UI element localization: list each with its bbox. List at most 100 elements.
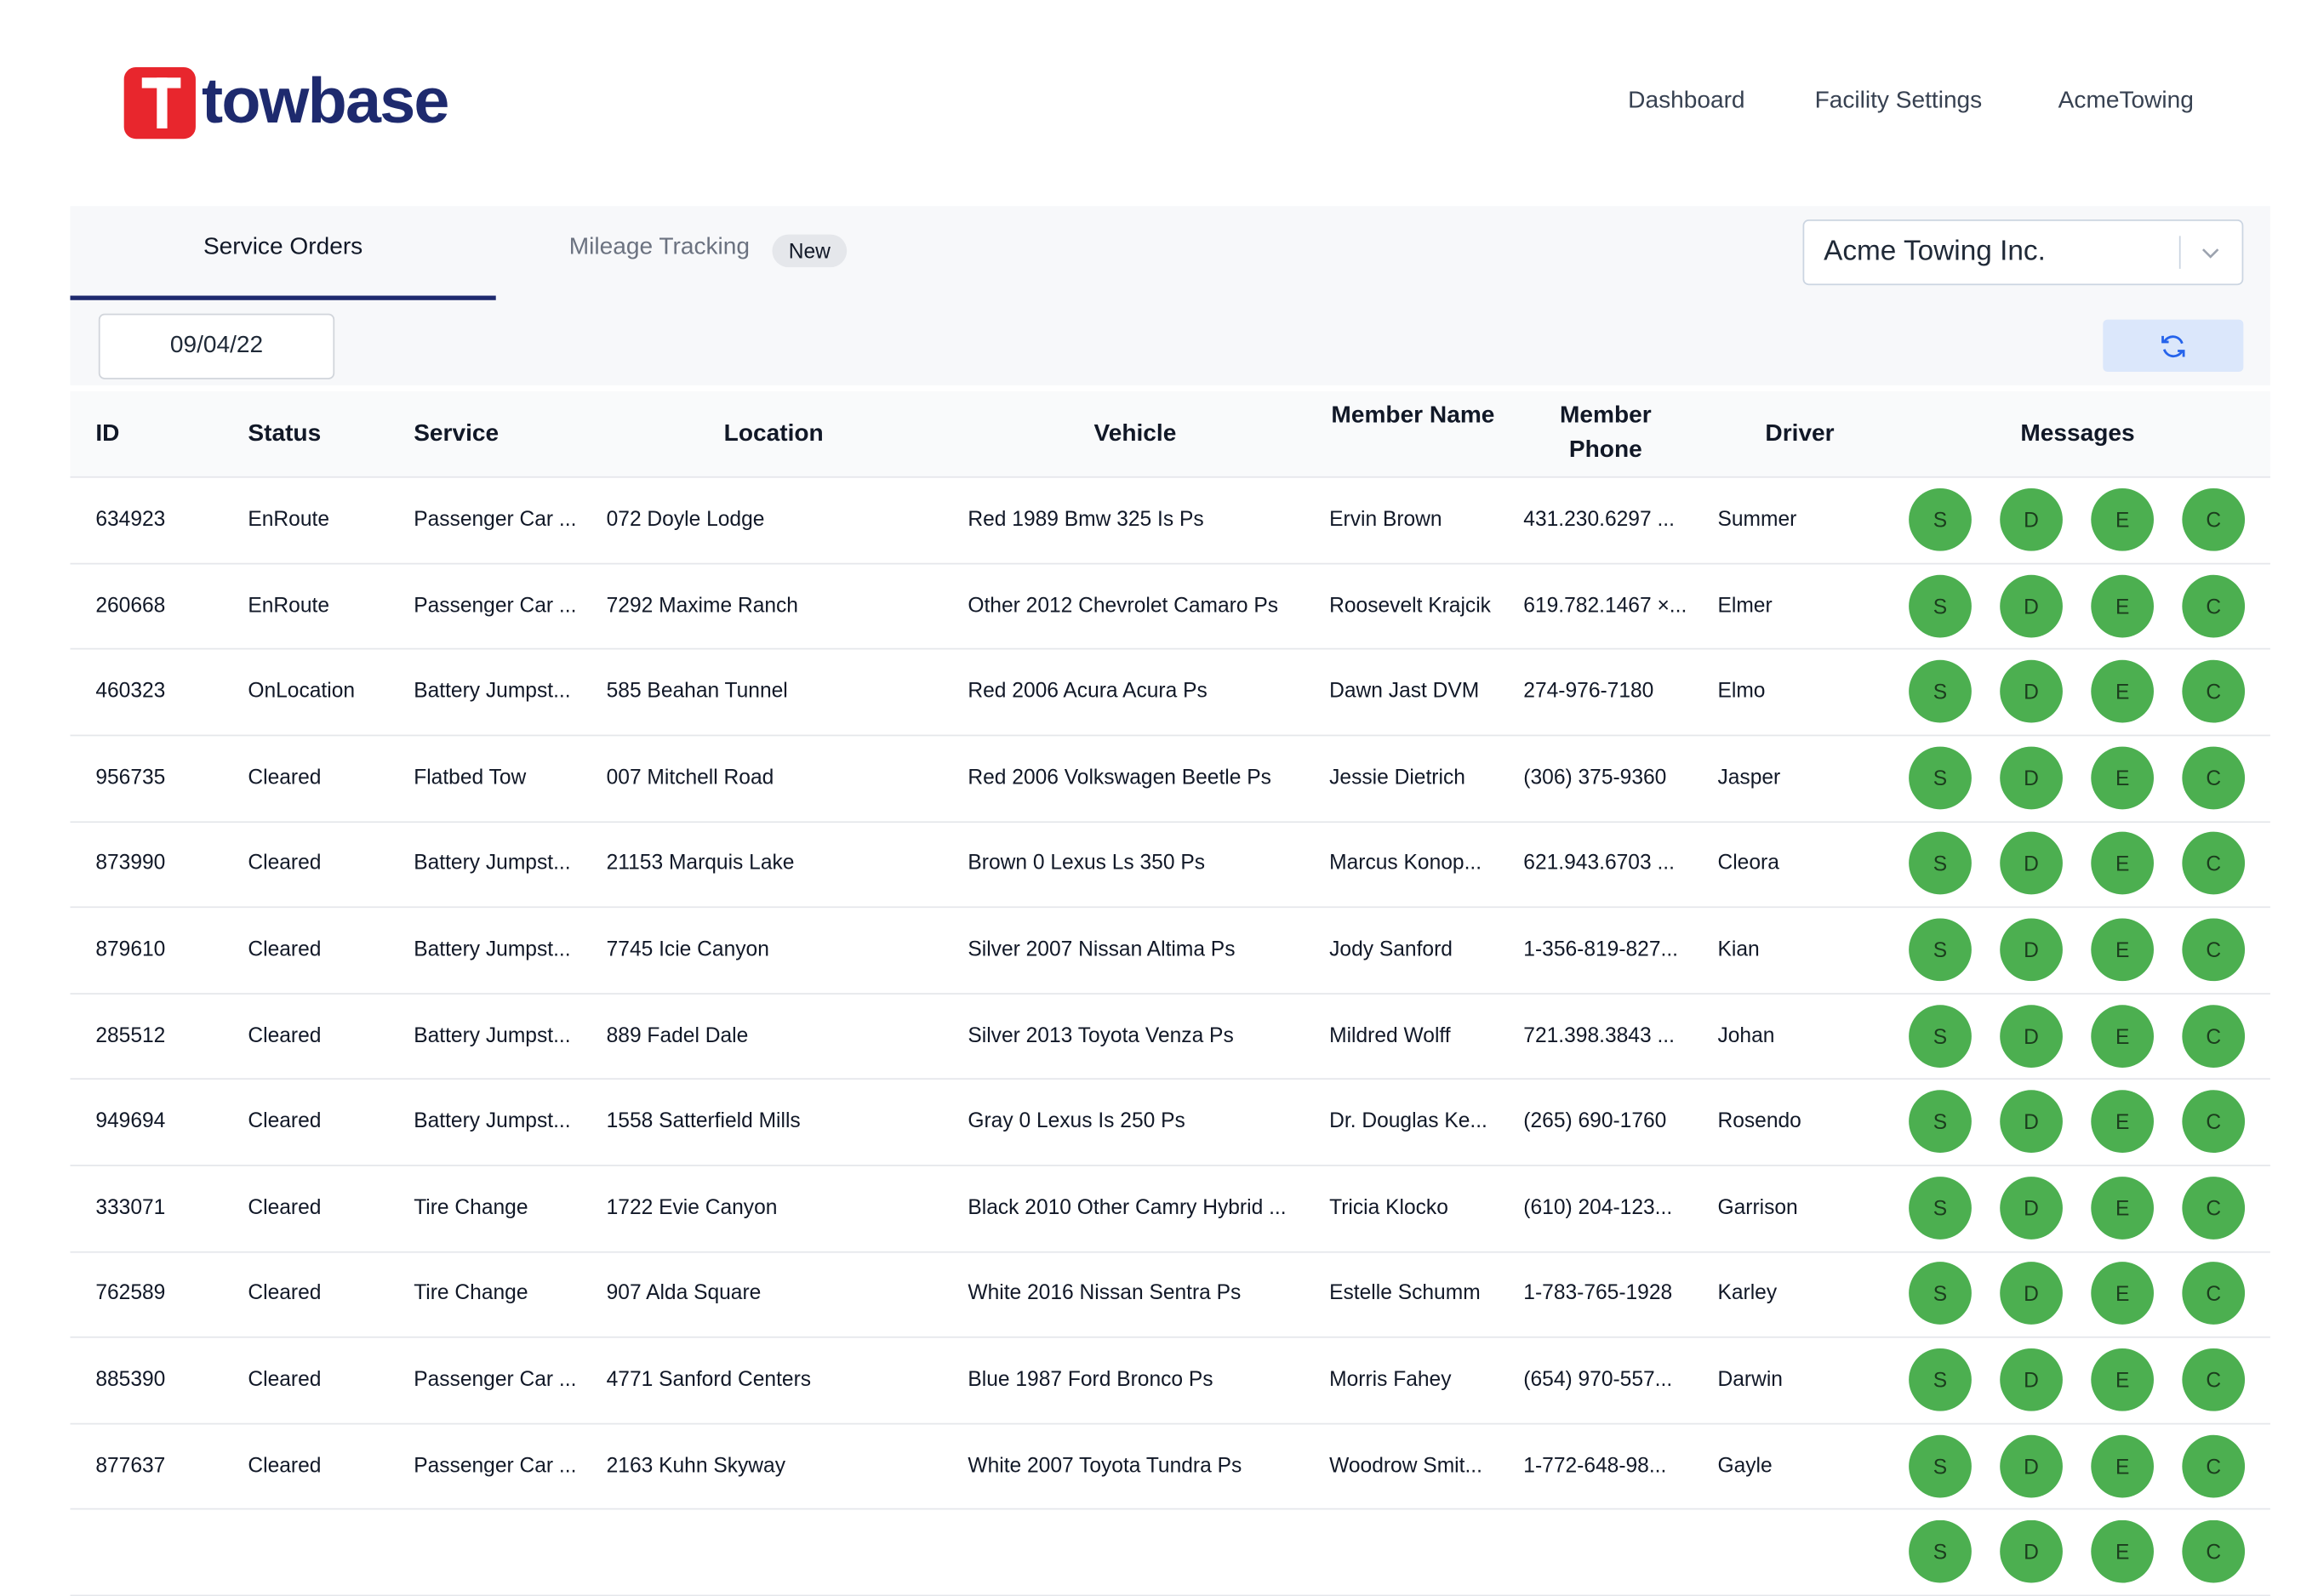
table-cell: Battery Jumpst... [414,1023,570,1046]
message-button[interactable]: C [2182,1434,2245,1497]
message-button[interactable]: E [2091,660,2154,723]
refresh-icon [2158,332,2188,362]
message-button[interactable]: S [1909,832,1972,895]
message-button[interactable]: D [2000,1091,2063,1154]
table-cell: 907 Alda Square [607,1280,762,1304]
table-cell: Jody Sanford [1329,937,1453,960]
message-button[interactable]: E [2091,746,2154,809]
message-button[interactable]: E [2091,1177,2154,1240]
table-cell: Other 2012 Chevrolet Camaro Ps [968,592,1278,616]
message-button[interactable]: D [2000,832,2063,895]
message-button[interactable]: E [2091,1091,2154,1154]
message-button[interactable]: S [1909,1005,1972,1068]
message-button[interactable]: C [2182,1263,2245,1325]
date-picker[interactable]: 09/04/22 [99,314,334,379]
message-button[interactable]: E [2091,1520,2154,1583]
message-button[interactable]: C [2182,574,2245,637]
table-cell: 1-783-765-1928 [1523,1280,1672,1304]
table-cell: Mildred Wolff [1329,1023,1451,1046]
message-button[interactable]: D [2000,1348,2063,1411]
message-button[interactable]: S [1909,918,1972,981]
message-button[interactable]: E [2091,574,2154,637]
message-button[interactable]: C [2182,1005,2245,1068]
message-button[interactable]: D [2000,1263,2063,1325]
message-button[interactable]: D [2000,574,2063,637]
message-button[interactable]: C [2182,746,2245,809]
table-cell: Woodrow Smit... [1329,1452,1482,1476]
app: towbase Dashboard Facility Settings Acme… [0,0,2318,1525]
table-cell: Rosendo [1717,1109,1801,1132]
table-cell: Jessie Dietrich [1329,764,1465,788]
message-button[interactable]: D [2000,488,2063,551]
message-button[interactable]: E [2091,1005,2154,1068]
table-cell: Flatbed Tow [414,764,526,788]
message-button[interactable]: C [2182,1520,2245,1583]
table-cell: Battery Jumpst... [414,678,570,702]
nav-link[interactable]: AcmeTowing [2058,88,2194,116]
row-separator [70,1251,2269,1252]
message-button[interactable]: D [2000,1005,2063,1068]
message-button[interactable]: S [1909,1520,1972,1583]
message-button[interactable]: E [2091,1434,2154,1497]
message-button[interactable]: S [1909,488,1972,551]
refresh-button[interactable] [2103,320,2243,372]
table-cell: Summer [1717,506,1796,530]
row-separator [70,821,2269,823]
table-cell: Cleared [248,1366,321,1390]
message-button[interactable]: C [2182,660,2245,723]
tab[interactable]: Mileage Tracking [569,235,750,262]
message-button[interactable]: C [2182,488,2245,551]
company-select[interactable]: Acme Towing Inc. [1803,219,2244,285]
table-cell: (610) 204-123... [1523,1194,1672,1218]
nav-link[interactable]: Facility Settings [1815,88,1983,116]
message-button[interactable]: E [2091,832,2154,895]
message-button[interactable]: S [1909,746,1972,809]
message-button[interactable]: S [1909,1348,1972,1411]
message-button[interactable]: D [2000,1434,2063,1497]
table-cell: Passenger Car ... [414,1366,576,1390]
table-cell: Elmo [1717,678,1765,702]
message-button[interactable]: C [2182,832,2245,895]
table-cell: Tire Change [414,1194,528,1218]
message-button[interactable]: E [2091,488,2154,551]
table-cell: 1-356-819-827... [1523,937,1678,960]
table-cell: Battery Jumpst... [414,850,570,874]
table-cell: Cleared [248,1194,321,1218]
table-cell: Johan [1717,1023,1774,1046]
message-button[interactable]: D [2000,1520,2063,1583]
message-button[interactable]: C [2182,1091,2245,1154]
message-button[interactable]: C [2182,1348,2245,1411]
table-cell: Blue 1987 Ford Bronco Ps [968,1366,1213,1390]
table-cell: Garrison [1717,1194,1797,1218]
table-cell: (654) 970-557... [1523,1366,1672,1390]
message-button[interactable]: E [2091,1348,2154,1411]
message-button[interactable]: D [2000,746,2063,809]
message-button[interactable]: D [2000,1177,2063,1240]
table-cell: Red 2006 Volkswagen Beetle Ps [968,764,1271,788]
message-button[interactable]: S [1909,660,1972,723]
message-button[interactable]: E [2091,1263,2154,1325]
row-separator [70,562,2269,564]
message-button[interactable]: S [1909,1091,1972,1154]
message-button[interactable]: C [2182,1177,2245,1240]
message-button[interactable]: S [1909,1263,1972,1325]
table-cell: 333071 [95,1194,165,1218]
message-button[interactable]: S [1909,574,1972,637]
tab-underline [70,296,495,300]
logo-icon [124,67,196,139]
message-button[interactable]: S [1909,1434,1972,1497]
nav-link[interactable]: Dashboard [1628,88,1744,116]
message-button[interactable]: C [2182,918,2245,981]
message-button[interactable]: D [2000,660,2063,723]
table-cell: 877637 [95,1452,165,1476]
table-cell: 274-976-7180 [1523,678,1653,702]
page: towbase Dashboard Facility Settings Acme… [0,0,2318,1525]
message-button[interactable]: D [2000,918,2063,981]
tab[interactable]: Service Orders [70,235,495,262]
table-cell: Ervin Brown [1329,506,1442,530]
table-cell: 889 Fadel Dale [607,1023,749,1046]
table-cell: White 2007 Toyota Tundra Ps [968,1452,1242,1476]
message-button[interactable]: E [2091,918,2154,981]
logo-icon-stem [157,77,167,128]
message-button[interactable]: S [1909,1177,1972,1240]
